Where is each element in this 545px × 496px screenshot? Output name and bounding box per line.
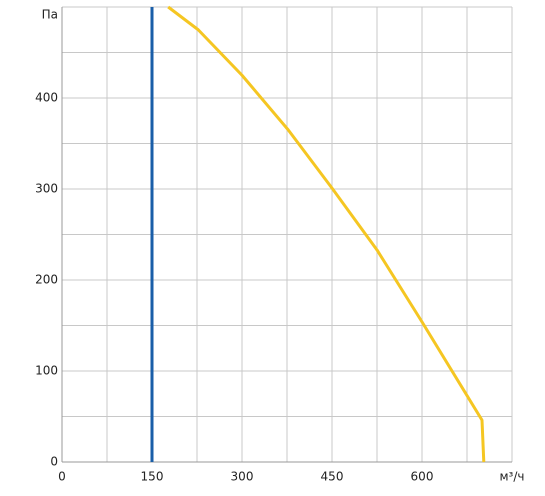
x-tick-label: 0 [58, 470, 66, 484]
y-tick-label: 400 [35, 91, 58, 105]
curve [167, 5, 486, 463]
y-tick-label: 0 [50, 455, 58, 469]
y-axis-label: Па [42, 8, 58, 22]
y-tick-label: 300 [35, 182, 58, 196]
y-tick-label: 100 [35, 364, 58, 378]
x-axis-label: м³/ч [500, 470, 525, 484]
x-tick-label: 450 [321, 470, 344, 484]
x-tick-label: 150 [141, 470, 164, 484]
y-tick-label: 200 [35, 273, 58, 287]
x-tick-label: 600 [411, 470, 434, 484]
x-tick-label: 300 [231, 470, 254, 484]
